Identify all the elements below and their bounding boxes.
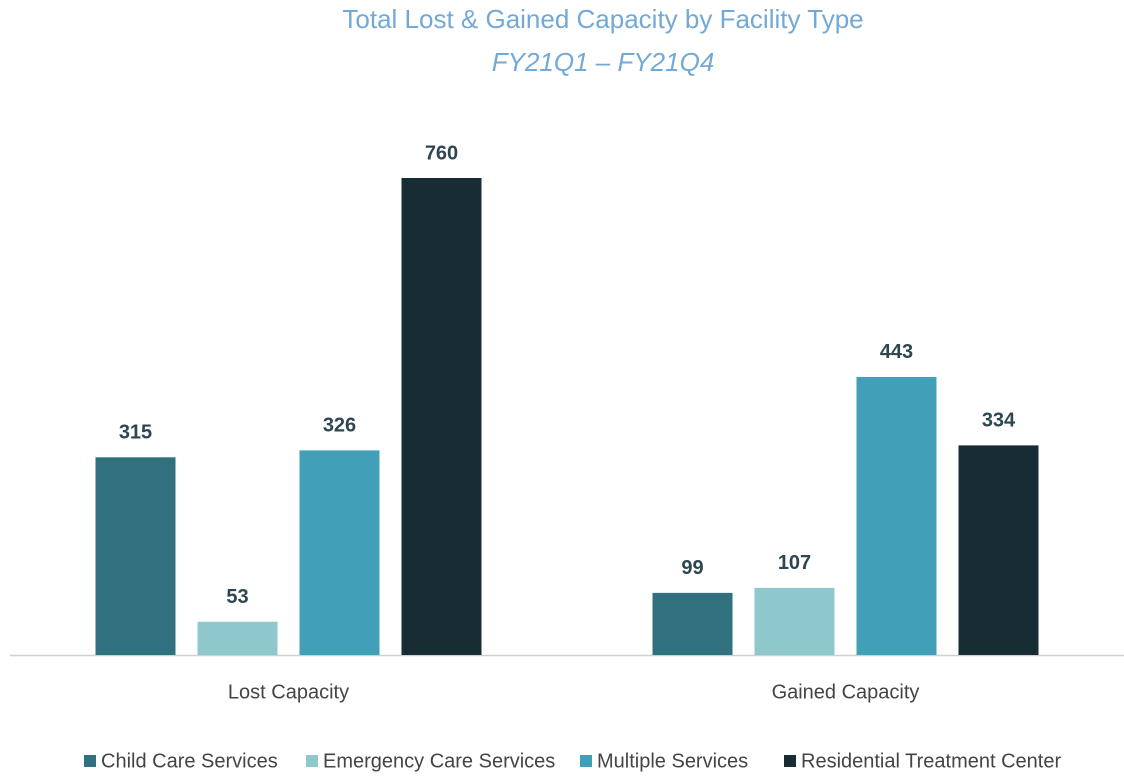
legend-swatch: [784, 755, 796, 767]
x-tick-label: Lost Capacity: [228, 681, 349, 703]
bar: [652, 592, 733, 655]
data-label: 315: [119, 422, 152, 444]
bar: [299, 450, 380, 655]
bar: [197, 621, 278, 655]
bar: [401, 178, 482, 655]
legend-label: Emergency Care Services: [323, 750, 555, 772]
legend-label: Residential Treatment Center: [801, 750, 1061, 772]
bar: [958, 445, 1039, 655]
data-label: 53: [226, 586, 248, 608]
data-label: 326: [323, 415, 356, 437]
bar: [95, 457, 176, 655]
legend-swatch: [580, 755, 592, 767]
data-label: 334: [982, 410, 1016, 432]
legend-label: Child Care Services: [101, 750, 278, 772]
legend-label: Multiple Services: [597, 750, 748, 772]
x-tick-label: Gained Capacity: [772, 681, 920, 703]
data-label: 99: [681, 557, 703, 579]
bar: [754, 587, 835, 655]
data-label: 107: [778, 552, 811, 574]
data-label: 760: [425, 142, 458, 164]
legend-swatch: [306, 755, 318, 767]
bar: [856, 376, 937, 655]
chart-title: Total Lost & Gained Capacity by Facility…: [342, 4, 863, 34]
legend-swatch: [84, 755, 96, 767]
data-label: 443: [880, 341, 913, 363]
chart-subtitle: FY21Q1 – FY21Q4: [492, 47, 715, 77]
